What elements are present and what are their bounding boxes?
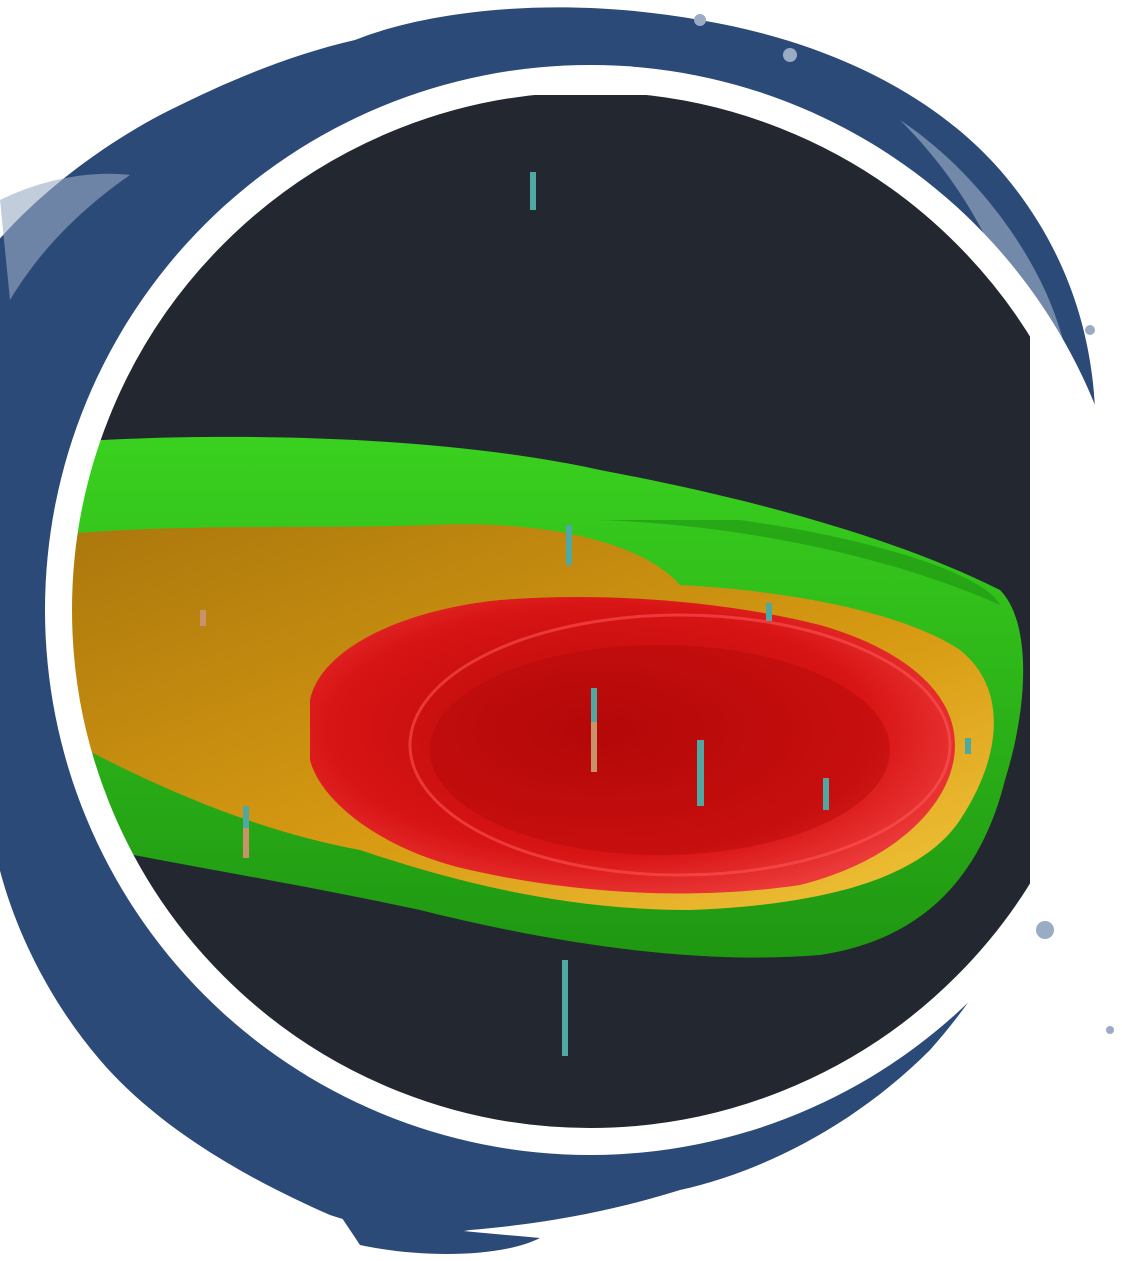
drillhole xyxy=(562,960,568,1056)
drillhole xyxy=(200,610,206,626)
inner-core xyxy=(310,597,955,894)
splash-texture-left xyxy=(0,173,130,300)
splash-dot xyxy=(1106,1026,1114,1034)
drillhole xyxy=(530,172,536,210)
drillhole-group xyxy=(200,172,971,1056)
core-contour xyxy=(408,613,952,877)
drillhole xyxy=(566,525,572,565)
drillhole xyxy=(697,740,704,806)
drillhole xyxy=(591,688,597,724)
drillhole xyxy=(823,778,829,810)
drillhole xyxy=(766,603,772,621)
drillhole xyxy=(591,722,597,772)
splash-dot xyxy=(694,14,706,26)
splash-dot xyxy=(1036,921,1054,939)
splash-dot xyxy=(1085,325,1095,335)
viewport-edge xyxy=(68,88,1112,1132)
outer-shell-shadow xyxy=(600,520,1000,605)
splash-bottom-smear xyxy=(340,1215,540,1255)
drillhole xyxy=(243,828,249,858)
drillhole xyxy=(243,806,249,830)
splash-dot xyxy=(783,48,797,62)
drillhole xyxy=(965,738,971,754)
orebody-model-icon xyxy=(70,95,1030,1130)
core-inner-contour xyxy=(430,645,890,855)
